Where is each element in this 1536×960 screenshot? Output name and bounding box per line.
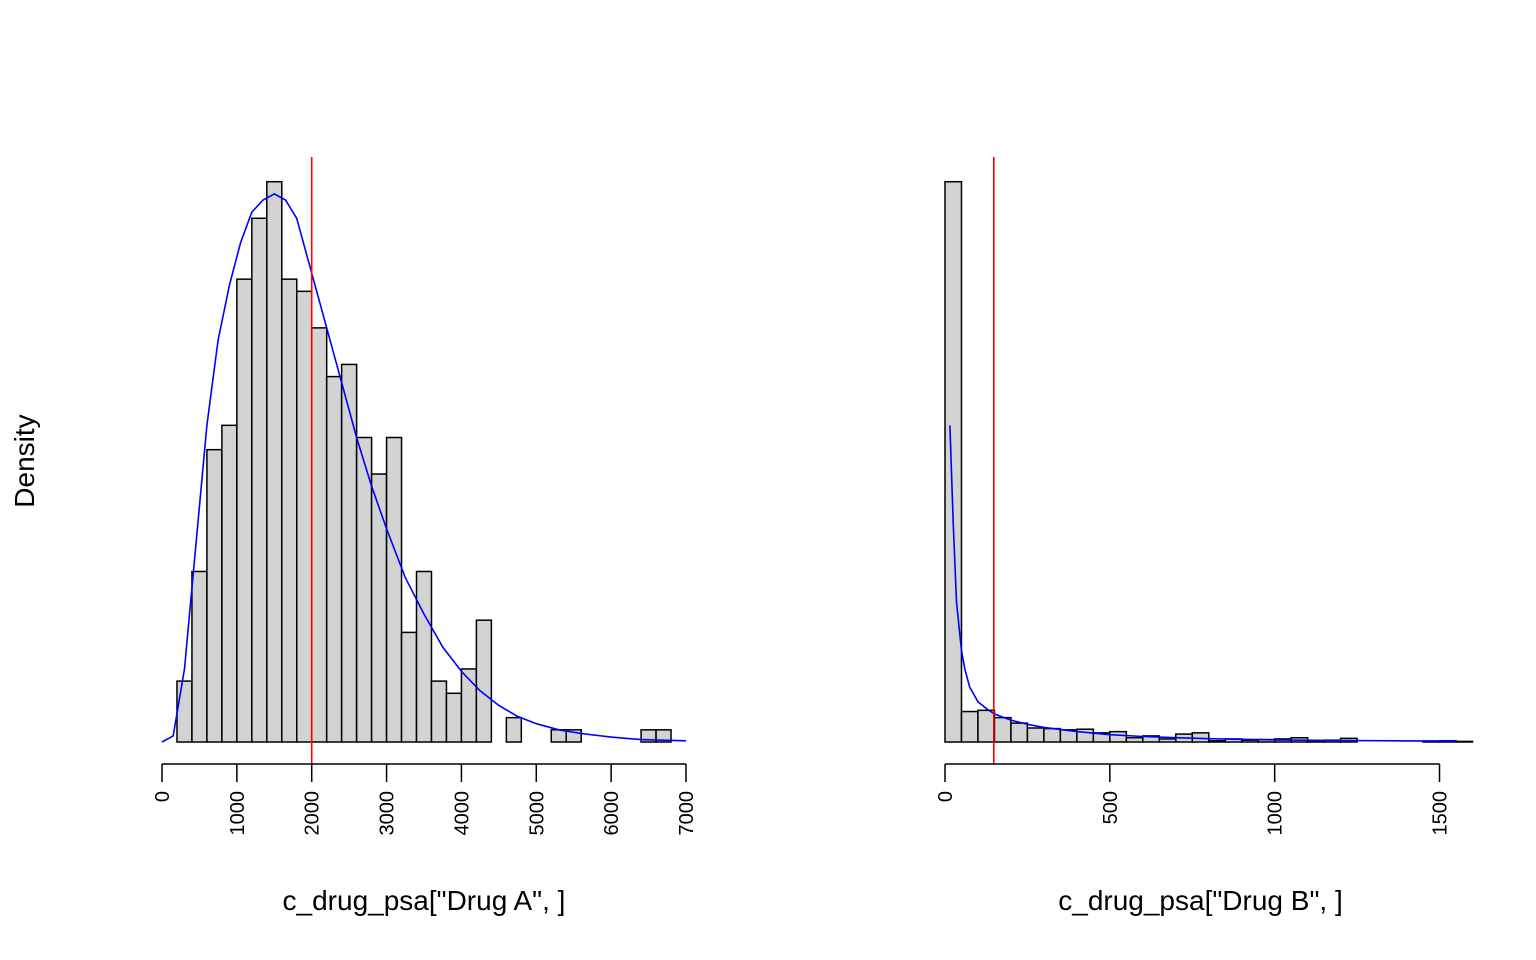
panel-drug-b-bar	[1010, 722, 1029, 743]
panel-drug-b-bar	[1455, 740, 1474, 743]
panel-drug-a-bar	[355, 436, 373, 743]
panel-drug-b-bar	[993, 716, 1012, 743]
panel-drug-b-x-tick-label: 1000	[1265, 791, 1287, 836]
panel-drug-b-bars	[944, 180, 1474, 743]
panel-drug-a-x-axis-title: c_drug_psa["Drug A", ]	[283, 885, 566, 916]
panel-drug-b-bar	[944, 180, 963, 743]
panel-drug-a-bar	[310, 327, 328, 743]
panel-drug-b-bar	[1191, 732, 1210, 743]
panel-drug-a-bar	[430, 680, 448, 743]
panel-drug-a-bar	[415, 570, 433, 743]
panel-drug-a-x-tick-label: 5000	[526, 791, 548, 836]
panel-drug-a-x-tick-label: 3000	[377, 791, 399, 836]
panel-drug-b-x-tick-label: 1500	[1430, 791, 1452, 836]
panel-drug-a-bar	[191, 570, 208, 743]
panel-drug-b-x-tick-label: 0	[935, 791, 957, 802]
panel-drug-a-x-tick-label: 6000	[601, 791, 623, 836]
panel-drug-a-x-tick-label: 2000	[302, 791, 324, 836]
panel-drug-b-density-curve	[949, 425, 1457, 742]
panel-drug-b-bar	[977, 709, 996, 743]
panel-drug-a: 0 1000 2000 3000 4000 5000 6000 7000 c_drug_psa…	[152, 157, 698, 916]
panel-drug-b-bar	[1109, 730, 1128, 743]
panel-drug-a-bar	[221, 424, 238, 743]
panel-drug-b-x-axis: 0 500 1000 1500	[935, 763, 1452, 836]
panel-drug-b-bar	[1125, 736, 1144, 743]
panel-drug-a-bar	[206, 448, 223, 743]
panel-drug-a-bar	[655, 729, 672, 743]
panel-drug-b-bar	[1158, 738, 1177, 743]
panel-drug-b-bar	[1026, 727, 1045, 743]
panel-drug-a-bar	[385, 436, 403, 743]
panel-drug-a-bar	[340, 363, 358, 743]
panel-drug-a-bar	[550, 729, 567, 743]
panel-drug-a-bar	[176, 680, 193, 743]
panel-drug-a-bars	[176, 180, 672, 743]
panel-drug-a-x-tick-label: 4000	[451, 791, 473, 836]
panel-drug-a-bar	[370, 473, 388, 743]
panel-drug-b: 0 500 1000 1500 c_drug_psa["Drug B", ]	[935, 157, 1474, 916]
panel-drug-a-x-axis: 0 1000 2000 3000 4000 5000 6000 7000	[152, 763, 698, 836]
panel-drug-b-bar	[1043, 727, 1062, 743]
y-axis-title: Density	[9, 414, 40, 507]
panel-drug-a-bar	[445, 692, 463, 743]
panel-drug-a-x-tick-label: 1000	[227, 791, 249, 836]
panel-drug-b-bar	[960, 710, 979, 743]
panel-drug-a-bar	[295, 290, 313, 743]
panel-drug-a-x-tick-label: 0	[152, 791, 174, 802]
panel-drug-a-bar	[266, 180, 283, 743]
panel-drug-b-x-axis-title: c_drug_psa["Drug B", ]	[1058, 885, 1342, 916]
panel-drug-b-bar	[1207, 740, 1226, 743]
panel-drug-a-bar	[236, 278, 253, 743]
panel-drug-a-x-tick-label: 7000	[676, 791, 698, 836]
panel-drug-b-x-tick-label: 500	[1100, 791, 1122, 824]
panel-drug-a-bar	[505, 716, 523, 743]
panel-drug-a-density-curve	[161, 192, 687, 743]
panel-drug-a-bar	[251, 217, 268, 743]
panel-drug-b-bar	[1240, 739, 1259, 743]
panel-drug-a-bar	[325, 375, 343, 743]
panel-drug-a-bar	[281, 278, 298, 743]
panel-drug-a-bar	[475, 619, 493, 743]
panel-drug-a-bar	[400, 631, 418, 743]
